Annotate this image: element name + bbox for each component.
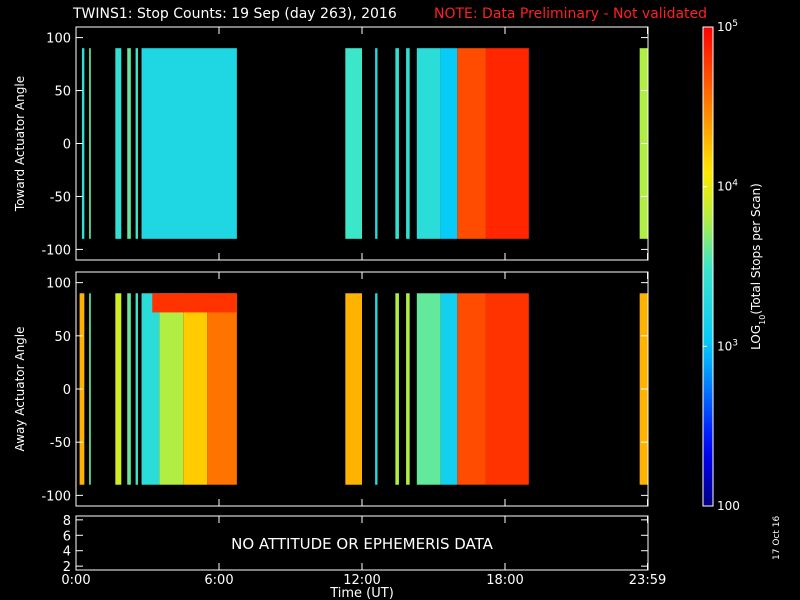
y-tick-label-toward-1: 50: [54, 85, 71, 100]
data-block-toward-8: [395, 48, 399, 239]
y-tick-label-toward-0: 100: [46, 32, 71, 47]
data-block-toward-6: [345, 48, 362, 239]
data-block-toward-5: [141, 48, 237, 239]
date-stamp: 17 Oct 16: [772, 515, 782, 560]
colorbar: [702, 26, 714, 507]
panel-toward: [75, 26, 649, 261]
y-tick-label-attitude-1: 6: [63, 529, 71, 544]
x-tick-label-3: 18:00: [486, 573, 523, 588]
data-block-away-9: [345, 293, 362, 485]
data-block-toward-11: [440, 48, 458, 239]
colorbar-tick-label-0: 100: [717, 499, 740, 513]
y-tick-label-toward-3: -50: [50, 190, 71, 205]
y-tick-label-attitude-3: 2: [63, 560, 71, 575]
data-block-toward-12: [457, 48, 486, 239]
y-axis-label-away: Away Actuator Angle: [13, 326, 27, 451]
y-tick-label-away-2: 0: [63, 383, 71, 398]
data-block-toward-2: [115, 48, 122, 239]
data-block-away-8: [207, 293, 237, 485]
data-block-toward-1: [89, 48, 91, 239]
data-block-toward-0: [81, 48, 85, 239]
colorbar-tick-label-3: 105: [717, 19, 738, 34]
data-block-toward-10: [416, 48, 441, 239]
data-block-away-14: [440, 293, 458, 485]
colorbar-tick-label-2: 104: [717, 179, 738, 194]
panel-away: [75, 271, 649, 507]
y-tick-label-attitude-0: 8: [63, 514, 71, 529]
data-block-toward-7: [375, 48, 378, 239]
data-block-away-6: [159, 293, 184, 485]
data-block-toward-3: [127, 48, 131, 239]
data-block-toward-4: [135, 48, 138, 239]
data-block-away-2: [115, 293, 122, 485]
data-block-away-7: [183, 293, 208, 485]
panel-attitude: [75, 515, 649, 571]
x-axis-label: Time (UT): [329, 586, 394, 600]
data-block-away-5: [141, 293, 160, 485]
no-data-message: NO ATTITUDE OR EPHEMERIS DATA: [231, 535, 494, 553]
colorbar-tick-label-1: 103: [717, 338, 738, 353]
x-tick-label-0: 0:00: [61, 573, 90, 588]
x-tick-label-1: 6:00: [204, 573, 233, 588]
y-tick-label-away-0: 100: [46, 277, 71, 292]
preliminary-note: NOTE: Data Preliminary - Not validated: [434, 6, 708, 22]
y-tick-label-toward-4: -100: [41, 243, 71, 258]
y-tick-label-away-3: -50: [50, 436, 71, 451]
data-block-away-4: [135, 293, 138, 485]
data-block-away-12: [406, 293, 410, 485]
y-axis-label-toward: Toward Actuator Angle: [13, 76, 27, 212]
data-block-away-10: [375, 293, 378, 485]
data-block-away-1: [89, 293, 91, 485]
data-block-away-15: [457, 293, 486, 485]
data-band-away: [152, 293, 237, 313]
data-block-toward-13: [485, 48, 529, 239]
x-tick-label-2: 12:00: [343, 573, 380, 588]
y-tick-label-toward-2: 0: [63, 138, 71, 153]
data-block-toward-9: [406, 48, 410, 239]
data-block-away-11: [395, 293, 399, 485]
y-tick-label-attitude-2: 4: [63, 545, 71, 560]
x-tick-label-4: 23:59: [629, 573, 666, 588]
y-tick-label-away-1: 50: [54, 330, 71, 345]
data-block-away-16: [485, 293, 529, 485]
data-block-away-13: [416, 293, 441, 485]
data-block-away-3: [127, 293, 131, 485]
colorbar-label: LOG10(Total Stops per Scan): [749, 183, 767, 350]
chart-title: TWINS1: Stop Counts: 19 Sep (day 263), 2…: [73, 6, 397, 22]
y-tick-label-away-4: -100: [41, 489, 71, 504]
